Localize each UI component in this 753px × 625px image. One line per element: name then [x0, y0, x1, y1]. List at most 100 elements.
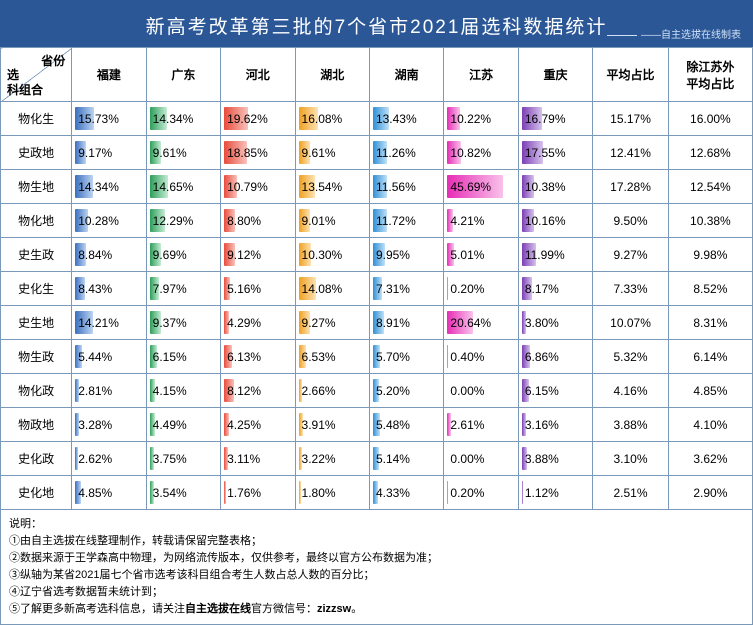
- bar-cell: 0.40%: [444, 340, 518, 374]
- table-row: 物生地14.34%14.65%10.79%13.54%11.56%45.69%1…: [1, 170, 753, 204]
- bar-value: 5.70%: [376, 350, 410, 364]
- bar-cell: 9.17%: [72, 136, 146, 170]
- bar-cell: 10.22%: [444, 102, 518, 136]
- bar-value: 10.38%: [525, 180, 566, 194]
- bar-cell: 3.22%: [295, 442, 369, 476]
- bar-cell: 13.54%: [295, 170, 369, 204]
- bar-value: 9.27%: [302, 316, 336, 330]
- bar-cell: 2.81%: [72, 374, 146, 408]
- avg2-cell: 8.31%: [668, 306, 752, 340]
- bar-value: 2.61%: [450, 418, 484, 432]
- bar-cell: 4.15%: [146, 374, 220, 408]
- bar-cell: 3.88%: [518, 442, 592, 476]
- avg2-cell: 6.14%: [668, 340, 752, 374]
- bar-value: 4.29%: [227, 316, 261, 330]
- bar-value: 0.00%: [450, 452, 484, 466]
- avg2-cell: 2.90%: [668, 476, 752, 510]
- row-label: 物化生: [1, 102, 72, 136]
- bar-value: 5.16%: [227, 282, 261, 296]
- bar-cell: 10.82%: [444, 136, 518, 170]
- bar-value: 13.54%: [302, 180, 343, 194]
- col-header: 平均占比: [593, 48, 669, 102]
- avg-cell: 9.27%: [593, 238, 669, 272]
- avg-cell: 17.28%: [593, 170, 669, 204]
- bar-value: 10.16%: [525, 214, 566, 228]
- bar-cell: 5.20%: [369, 374, 443, 408]
- bar-cell: 10.16%: [518, 204, 592, 238]
- col-header: 江苏: [444, 48, 518, 102]
- bar-cell: 13.43%: [369, 102, 443, 136]
- bar-cell: 12.29%: [146, 204, 220, 238]
- bar-cell: 4.21%: [444, 204, 518, 238]
- bar-value: 14.65%: [153, 180, 194, 194]
- note-line: ①由自主选拔在线整理制作，转载请保留完整表格；: [9, 533, 744, 550]
- bar-cell: 19.62%: [221, 102, 295, 136]
- bar-cell: 14.34%: [146, 102, 220, 136]
- table-row: 物化政2.81%4.15%8.12%2.66%5.20%0.00%6.15%4.…: [1, 374, 753, 408]
- bar-value: 4.15%: [153, 384, 187, 398]
- bar-value: 6.53%: [302, 350, 336, 364]
- bar-cell: 4.33%: [369, 476, 443, 510]
- bar-cell: 5.16%: [221, 272, 295, 306]
- note-line: ③纵轴为某省2021届七个省市选考该科目组合考生人数占总人数的百分比；: [9, 567, 744, 584]
- bar-value: 6.15%: [525, 384, 559, 398]
- bar-cell: 0.00%: [444, 374, 518, 408]
- bar-cell: 4.49%: [146, 408, 220, 442]
- bar-value: 4.85%: [78, 486, 112, 500]
- corner-bottom: 选 科组合: [7, 68, 43, 97]
- bar-cell: 1.12%: [518, 476, 592, 510]
- bar-value: 11.26%: [376, 146, 416, 160]
- bar-value: 3.54%: [153, 486, 187, 500]
- bar-value: 11.56%: [376, 180, 416, 194]
- note-line: ⑤了解更多新高考选科信息，请关注自主选拔在线官方微信号：zizzsw。: [9, 601, 744, 618]
- avg2-cell: 4.10%: [668, 408, 752, 442]
- bar-value: 9.17%: [78, 146, 112, 160]
- bar-value: 12.29%: [153, 214, 194, 228]
- bar-value: 9.69%: [153, 248, 187, 262]
- bar-cell: 14.08%: [295, 272, 369, 306]
- bar-cell: 6.53%: [295, 340, 369, 374]
- col-header: 湖南: [369, 48, 443, 102]
- bar-cell: 9.61%: [146, 136, 220, 170]
- bar-cell: 16.79%: [518, 102, 592, 136]
- bar-cell: 3.54%: [146, 476, 220, 510]
- bar-cell: 2.66%: [295, 374, 369, 408]
- bar-value: 6.86%: [525, 350, 559, 364]
- bar-cell: 10.28%: [72, 204, 146, 238]
- data-table: 省份选 科组合福建广东河北湖北湖南江苏重庆平均占比除江苏外 平均占比 物化生15…: [0, 47, 753, 510]
- bar-cell: 9.12%: [221, 238, 295, 272]
- bar-value: 15.73%: [78, 112, 119, 126]
- avg2-cell: 10.38%: [668, 204, 752, 238]
- bar-value: 10.22%: [450, 112, 491, 126]
- bar-value: 9.61%: [302, 146, 336, 160]
- avg2-cell: 9.98%: [668, 238, 752, 272]
- bar-cell: 5.44%: [72, 340, 146, 374]
- bar-cell: 15.73%: [72, 102, 146, 136]
- bar-cell: 11.99%: [518, 238, 592, 272]
- bar-value: 10.30%: [302, 248, 343, 262]
- bar-cell: 3.28%: [72, 408, 146, 442]
- avg-cell: 12.41%: [593, 136, 669, 170]
- bar-value: 0.00%: [450, 384, 484, 398]
- row-label: 史化地: [1, 476, 72, 510]
- corner-cell: 省份选 科组合: [1, 48, 72, 102]
- row-label: 物化政: [1, 374, 72, 408]
- bar-cell: 14.34%: [72, 170, 146, 204]
- bar-cell: 9.37%: [146, 306, 220, 340]
- bar-value: 9.95%: [376, 248, 410, 262]
- bar-value: 0.40%: [450, 350, 484, 364]
- avg2-cell: 12.54%: [668, 170, 752, 204]
- header: 新高考改革第三批的7个省市2021届选科数据统计 ——自主选拔在线制表: [0, 0, 753, 47]
- bar-value: 0.20%: [450, 486, 484, 500]
- bar-value: 3.22%: [302, 452, 336, 466]
- bar-cell: 9.95%: [369, 238, 443, 272]
- bar-value: 14.21%: [78, 316, 119, 330]
- bar-cell: 8.84%: [72, 238, 146, 272]
- table-row: 史生地14.21%9.37%4.29%9.27%8.91%20.64%3.80%…: [1, 306, 753, 340]
- bar-value: 0.20%: [450, 282, 484, 296]
- avg2-cell: 4.85%: [668, 374, 752, 408]
- bar-cell: 9.27%: [295, 306, 369, 340]
- bar-cell: 17.55%: [518, 136, 592, 170]
- avg-cell: 4.16%: [593, 374, 669, 408]
- bar-cell: 8.80%: [221, 204, 295, 238]
